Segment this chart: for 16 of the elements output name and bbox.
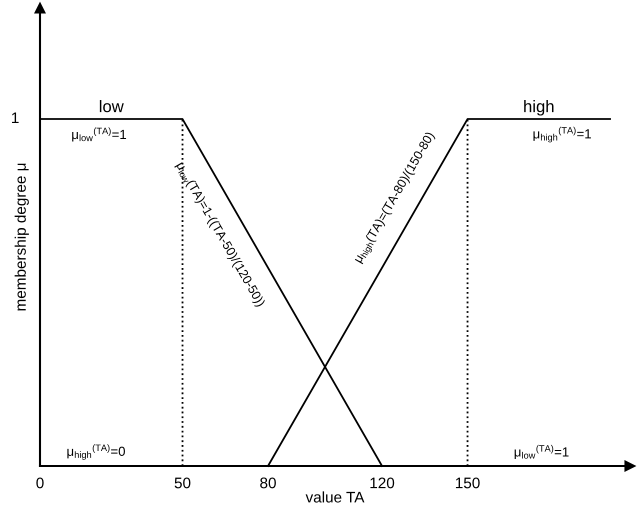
x-tick-label: 150 xyxy=(456,478,480,488)
x-tick-label: 120 xyxy=(370,478,394,488)
x-axis-title: value TA xyxy=(306,491,364,503)
annotation: μ$_{low}$(TA)=1-((TA-50)/(120-50)) xyxy=(174,161,266,308)
series-label: low xyxy=(100,100,124,112)
annotation: μ$_{high}$$^{(TA)}$=0 xyxy=(67,444,125,460)
annotation: μ$_{low}$$^{(TA)}$=1 xyxy=(514,444,569,459)
text: 1 xyxy=(12,112,19,123)
annotation: μ$_{high}$(TA)=(TA-80)/(150-80) xyxy=(352,131,438,265)
annotation: μ$_{high}$$^{(TA)}$=1 xyxy=(533,126,591,142)
x-tick-label: 80 xyxy=(260,478,276,488)
annotation: μ$_{low}$$^{(TA)}$=1 xyxy=(72,127,126,142)
y-axis-title: membership degree μ xyxy=(14,164,29,310)
x-tick-label: 0 xyxy=(36,478,44,488)
series-label: high xyxy=(524,100,554,116)
x-tick-label: 50 xyxy=(174,478,190,488)
